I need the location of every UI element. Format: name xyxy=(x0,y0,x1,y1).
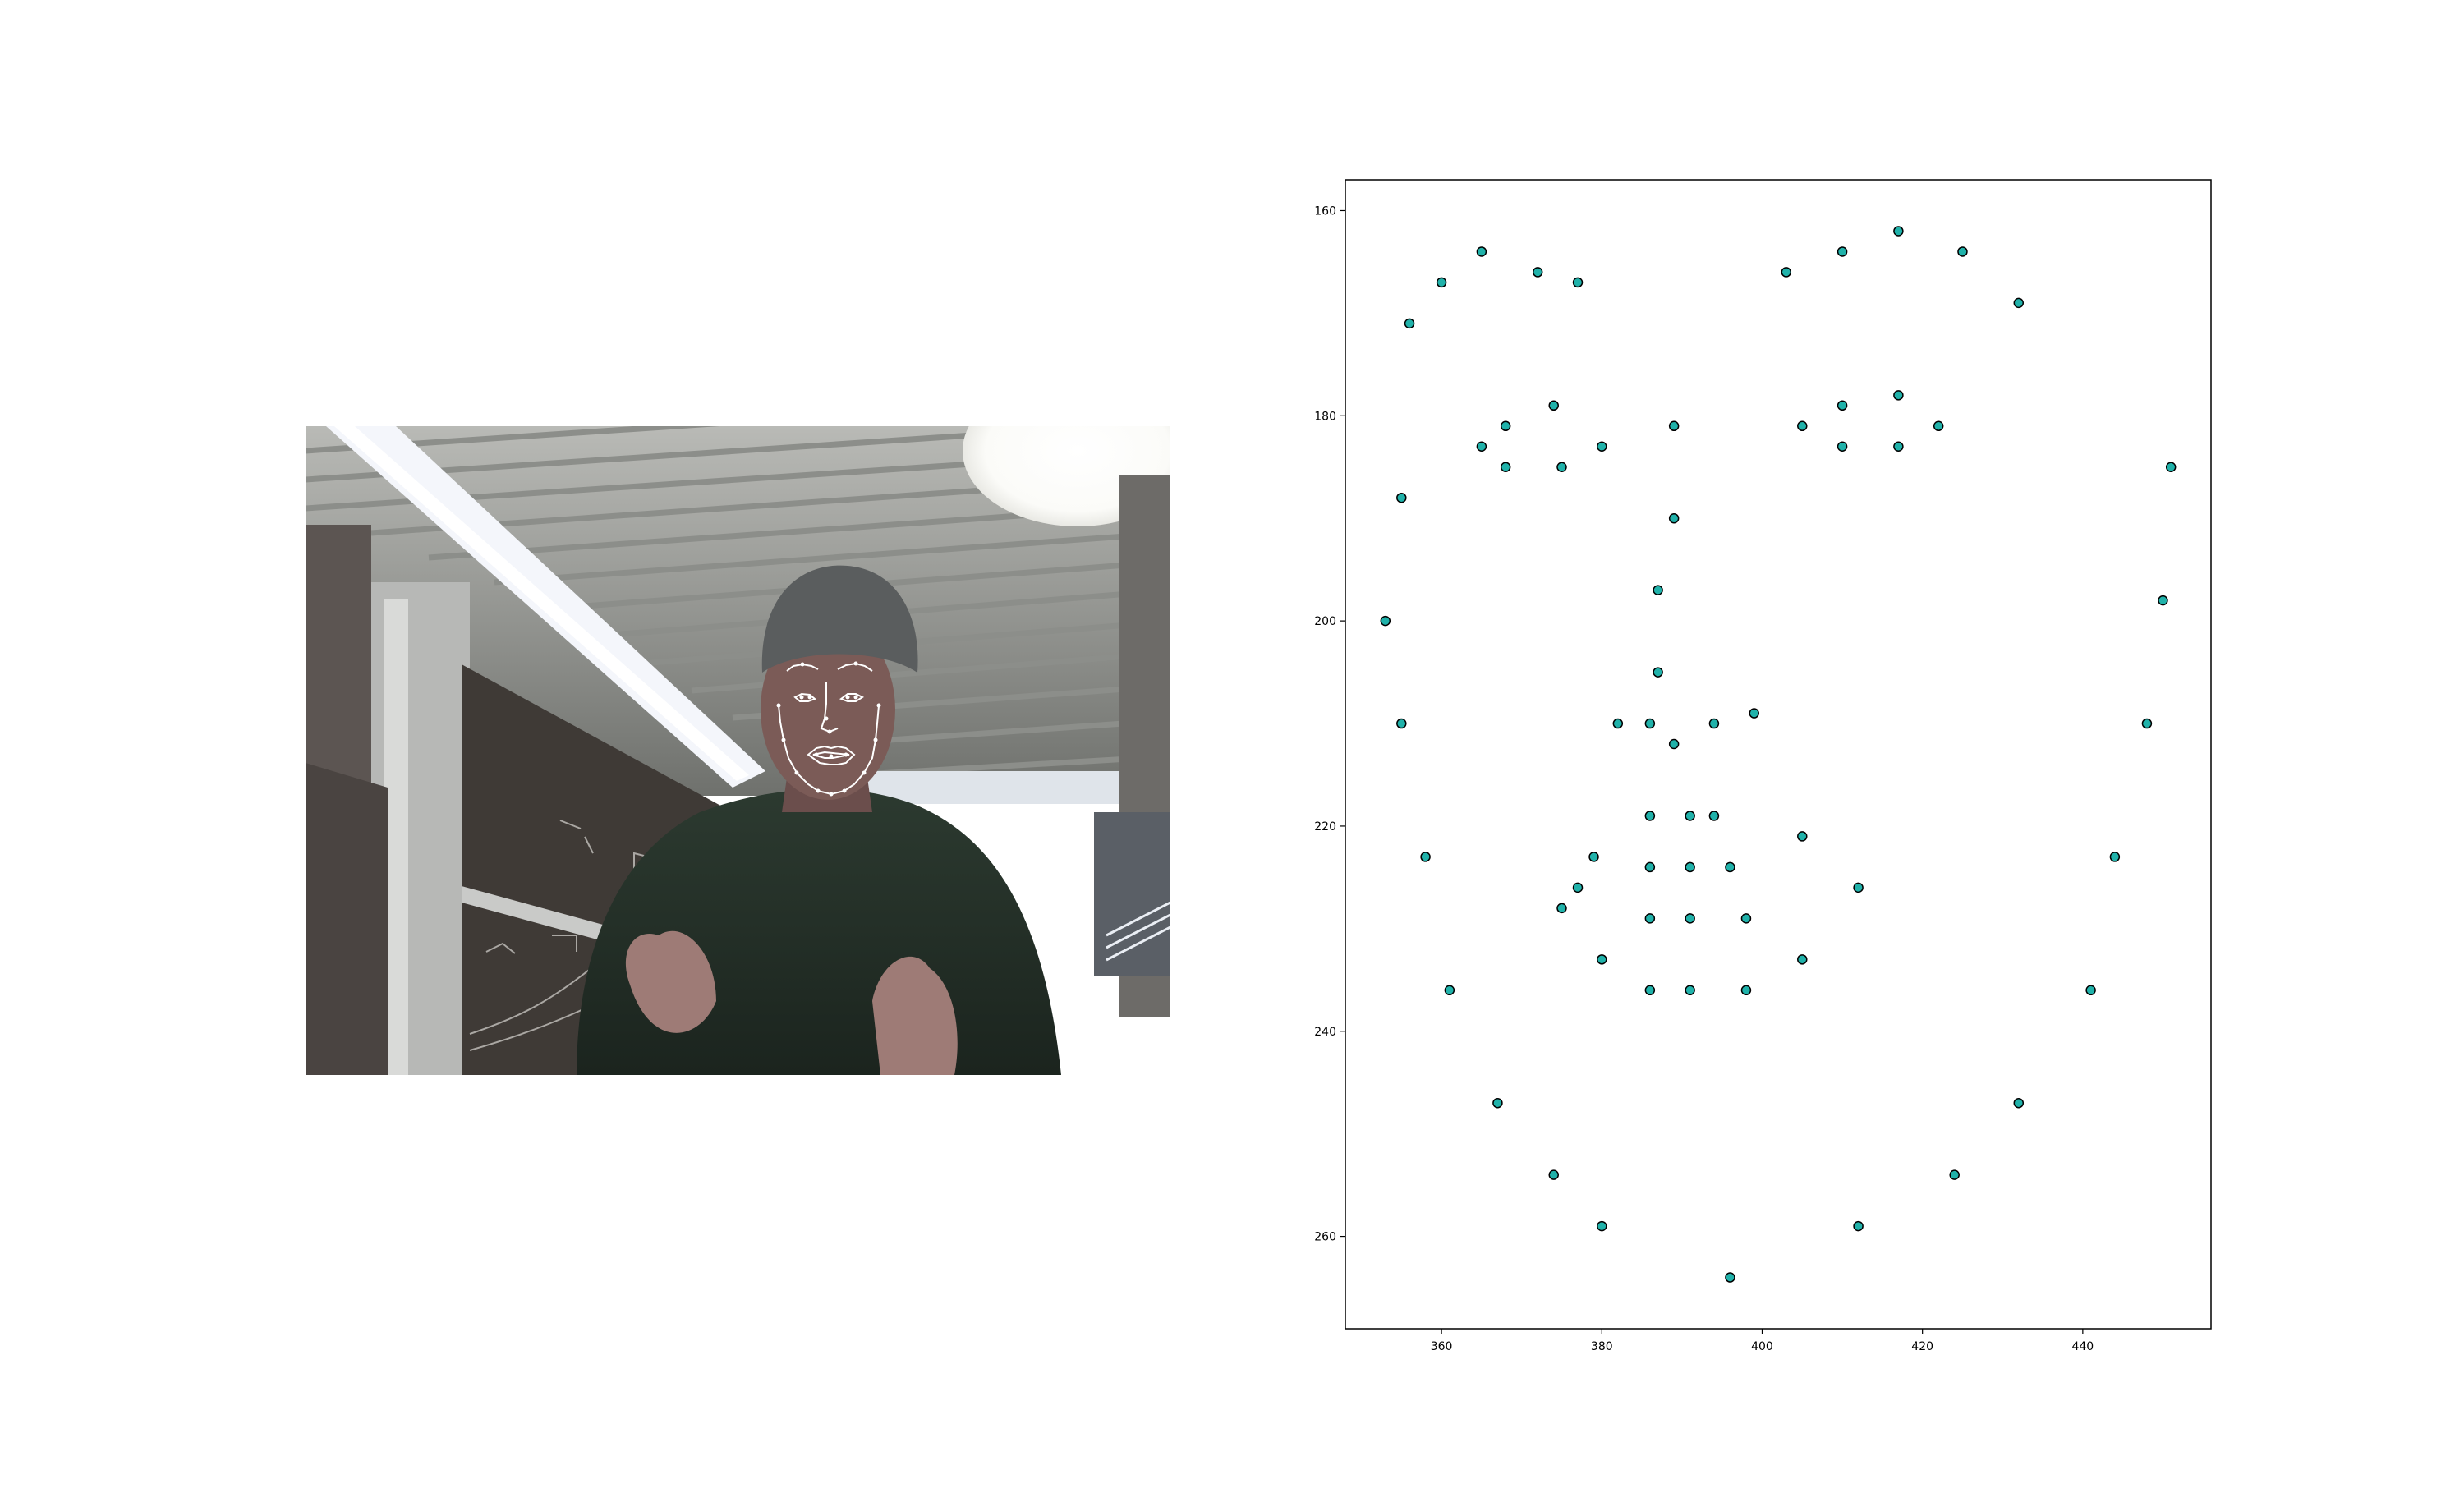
data-point-35 xyxy=(1749,708,1759,719)
data-point-29 xyxy=(1653,585,1663,595)
data-point-2 xyxy=(1420,852,1431,862)
data-point-25 xyxy=(1957,246,1968,257)
data-point-59 xyxy=(1644,985,1656,996)
data-point-10 xyxy=(2013,1097,2025,1109)
data-point-39 xyxy=(1597,441,1607,452)
data-point-8 xyxy=(1853,1220,1864,1232)
data-point-18 xyxy=(1436,277,1447,288)
data-point-57 xyxy=(1740,985,1752,996)
data-point-58 xyxy=(1685,985,1695,996)
data-point-17 xyxy=(1404,318,1415,329)
data-point-21 xyxy=(1572,277,1584,288)
data-point-4 xyxy=(1492,1097,1503,1109)
data-point-60 xyxy=(1597,954,1607,965)
data-point-49 xyxy=(1572,882,1584,893)
data-point-44 xyxy=(1893,390,1904,401)
data-point-62 xyxy=(1685,913,1695,924)
data-point-34 xyxy=(1708,718,1720,729)
data-point-64 xyxy=(1644,811,1656,821)
x-tick-label: 380 xyxy=(1591,1340,1613,1353)
data-point-56 xyxy=(1797,954,1808,965)
round-lamp xyxy=(963,426,1170,526)
data-point-20 xyxy=(1532,267,1543,278)
data-point-27 xyxy=(1668,420,1680,432)
x-tick-label: 360 xyxy=(1431,1340,1453,1353)
y-axis-ticks: 160 180 200 220 240 260 xyxy=(1314,204,1345,1244)
data-point-36 xyxy=(1476,441,1487,452)
y-tick-label: 220 xyxy=(1314,820,1336,834)
data-point-65 xyxy=(1685,811,1695,821)
data-point-66 xyxy=(1708,811,1720,821)
data-point-55 xyxy=(1853,882,1864,893)
right-shelf xyxy=(1106,901,1170,962)
data-point-42 xyxy=(1797,420,1808,432)
webcam-image xyxy=(306,426,1170,1075)
y-tick-label: 260 xyxy=(1314,1231,1336,1244)
x-tick-label: 440 xyxy=(2071,1340,2094,1353)
data-point-11 xyxy=(2085,985,2096,996)
x-tick-label: 400 xyxy=(1751,1340,1773,1353)
data-point-12 xyxy=(2109,852,2121,862)
data-point-38 xyxy=(1548,400,1559,411)
data-point-28 xyxy=(1668,512,1680,524)
data-point-33 xyxy=(1644,718,1656,729)
data-point-51 xyxy=(1644,861,1656,873)
data-point-5 xyxy=(1548,1169,1559,1180)
y-tick-label: 180 xyxy=(1314,410,1336,423)
data-points xyxy=(1380,226,2177,1283)
data-point-16 xyxy=(1396,492,1407,503)
data-point-41 xyxy=(1500,462,1511,472)
data-point-47 xyxy=(1837,441,1848,452)
data-point-1 xyxy=(1396,718,1407,729)
data-point-26 xyxy=(2013,297,2025,309)
y-tick-label: 200 xyxy=(1314,615,1336,628)
x-axis-ticks: 360 380 400 420 440 xyxy=(1431,1329,2094,1353)
right-hand xyxy=(872,956,958,1075)
data-point-14 xyxy=(2158,595,2168,606)
data-point-22 xyxy=(1781,267,1792,278)
data-point-32 xyxy=(1612,718,1624,729)
face-landmark-points xyxy=(776,661,881,797)
data-point-45 xyxy=(1933,420,1944,432)
plot-frame xyxy=(1345,179,2212,1330)
data-point-46 xyxy=(1893,441,1904,452)
data-point-3 xyxy=(1444,985,1455,996)
left-blackboard xyxy=(306,763,388,1075)
data-point-0 xyxy=(1380,615,1391,627)
beanie xyxy=(761,565,918,673)
data-point-31 xyxy=(1668,738,1680,750)
data-point-24 xyxy=(1893,226,1904,237)
data-point-61 xyxy=(1644,913,1656,924)
data-point-63 xyxy=(1740,913,1752,924)
data-point-50 xyxy=(1588,852,1599,862)
y-tick-label: 160 xyxy=(1314,204,1336,218)
data-point-30 xyxy=(1653,667,1663,678)
data-point-19 xyxy=(1476,246,1487,257)
data-point-40 xyxy=(1556,462,1567,472)
data-point-43 xyxy=(1837,400,1848,411)
data-point-7 xyxy=(1725,1272,1735,1283)
data-point-52 xyxy=(1685,861,1695,873)
y-tick-label: 240 xyxy=(1314,1026,1336,1039)
data-point-37 xyxy=(1500,420,1511,432)
left-hand xyxy=(625,930,716,1033)
data-point-54 xyxy=(1797,831,1808,842)
webcam-photo xyxy=(306,426,1170,1075)
data-point-23 xyxy=(1837,246,1848,257)
data-point-6 xyxy=(1597,1220,1607,1232)
data-point-53 xyxy=(1725,861,1735,873)
data-point-48 xyxy=(1556,903,1567,914)
data-point-13 xyxy=(2141,718,2153,729)
data-point-15 xyxy=(2165,462,2177,472)
x-tick-label: 420 xyxy=(1911,1340,1933,1353)
data-point-9 xyxy=(1949,1169,1960,1180)
